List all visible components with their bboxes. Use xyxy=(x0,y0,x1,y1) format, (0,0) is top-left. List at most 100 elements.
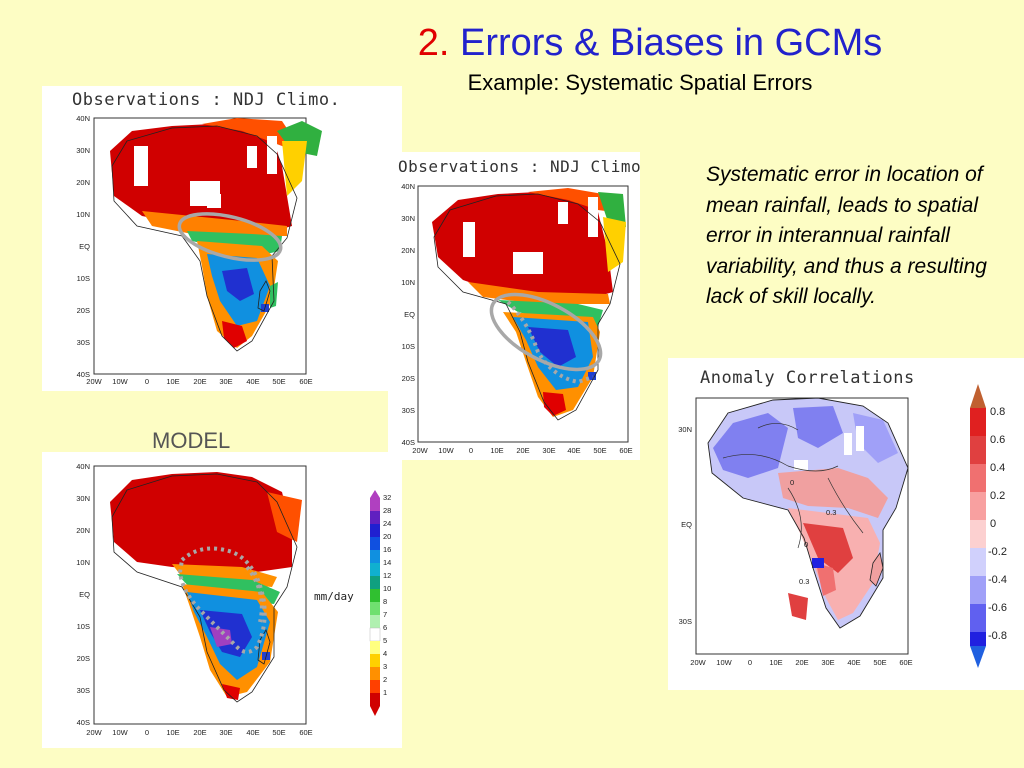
title-number: 2. xyxy=(417,22,450,64)
lon-tick: 10E xyxy=(166,728,179,737)
model-lat-ticks: 40N 30N 20N 10N EQ 10S 20S 30S 40S xyxy=(76,462,90,727)
colorbar-swatch xyxy=(370,654,380,667)
anomaly-colorbar-swatches xyxy=(970,384,986,668)
colorbar-swatch xyxy=(970,548,986,576)
colorbar-label: -0.8 xyxy=(988,630,1007,642)
colorbar-label: 0.4 xyxy=(990,462,1005,474)
anomaly-correlation-map-panel: Anomaly Correlations 30N EQ 30S 20W 10W … xyxy=(668,358,1024,690)
lon-tick: 60E xyxy=(299,728,312,737)
colorbar-swatch xyxy=(970,632,986,646)
obs-climo-highlight-ellipse xyxy=(177,212,283,262)
obs-right-dotted-outline xyxy=(506,300,594,385)
lon-tick: 0 xyxy=(145,728,149,737)
lon-tick: 10E xyxy=(166,377,179,386)
colorbar-label: 1 xyxy=(383,688,387,697)
contour-label: 0 xyxy=(804,540,808,549)
lat-tick: EQ xyxy=(79,242,90,251)
anomaly-lat-ticks: 30N EQ 30S xyxy=(678,425,692,626)
lon-tick: 0 xyxy=(748,658,752,667)
lon-tick: 10E xyxy=(490,446,503,455)
model-climo-map: 40N 30N 20N 10N EQ 10S 20S 30S 40S 20W 1… xyxy=(76,462,312,737)
lat-tick: 10S xyxy=(77,274,90,283)
lat-tick: 20N xyxy=(76,178,90,187)
lat-tick: 40S xyxy=(77,370,90,379)
colorbar-swatch xyxy=(370,498,380,511)
colorbar-swatch xyxy=(370,537,380,550)
colorbar-swatch xyxy=(370,550,380,563)
lon-tick: 40E xyxy=(847,658,860,667)
colorbar-swatch xyxy=(970,408,986,436)
colorbar-swatch xyxy=(970,646,986,668)
lon-tick: 60E xyxy=(899,658,912,667)
colorbar-swatch xyxy=(370,576,380,589)
colorbar-swatch xyxy=(370,615,380,628)
colorbar-swatch xyxy=(370,693,380,706)
colorbar-swatch xyxy=(970,384,986,408)
lat-tick: 30N xyxy=(678,425,692,434)
obs-climo-right-map-panel: Observations : NDJ Climo 40N 30N 20N 10N… xyxy=(388,152,640,460)
anomaly-colorbar-labels: 0.8 0.6 0.4 0.2 0 -0.2 -0.4 -0.6 -0.8 xyxy=(988,406,1007,642)
lon-tick: 20E xyxy=(193,377,206,386)
lat-tick: 30S xyxy=(77,338,90,347)
obs-climo-right-map-title: Observations : NDJ Climo xyxy=(398,157,640,176)
colorbar-swatch xyxy=(370,511,380,524)
lon-tick: 40E xyxy=(246,377,259,386)
lat-tick: 40N xyxy=(401,182,415,191)
colorbar-label: 28 xyxy=(383,506,391,515)
colorbar-swatch xyxy=(370,589,380,602)
colorbar-label: -0.4 xyxy=(988,574,1007,586)
lat-tick: 10N xyxy=(401,278,415,287)
contour-label: 0.3 xyxy=(799,577,809,586)
lat-tick: 30S xyxy=(77,686,90,695)
colorbar-swatch xyxy=(370,524,380,537)
obs-right-lat-ticks: 40N 30N 20N 10N EQ 10S 20S 30S 40S xyxy=(401,182,415,447)
obs-right-lon-ticks: 20W 10W 0 10E 20E 30E 40E 50E 60E xyxy=(412,446,632,455)
anomaly-lon-ticks: 20W 10W 0 10E 20E 30E 40E 50E 60E xyxy=(690,658,912,667)
model-climo-map-panel: 40N 30N 20N 10N EQ 10S 20S 30S 40S 20W 1… xyxy=(42,452,402,748)
lat-tick: 40N xyxy=(76,462,90,471)
lon-tick: 10E xyxy=(769,658,782,667)
lon-tick: 20W xyxy=(412,446,428,455)
colorbar-swatch xyxy=(970,464,986,492)
colorbar-label: 10 xyxy=(383,584,391,593)
obs-climo-lat-ticks: 40N 30N 20N 10N EQ 10S 20S 30S 40S xyxy=(76,114,90,379)
colorbar-swatch xyxy=(370,563,380,576)
lon-tick: 50E xyxy=(593,446,606,455)
lon-tick: 60E xyxy=(299,377,312,386)
colorbar-label: 0 xyxy=(990,518,996,530)
colorbar-label: 2 xyxy=(383,675,387,684)
colorbar-swatch xyxy=(970,604,986,632)
colorbar-label: 0.6 xyxy=(990,434,1005,446)
colorbar-label: -0.2 xyxy=(988,546,1007,558)
anomaly-correlation-field xyxy=(707,397,909,629)
lon-tick: 40E xyxy=(246,728,259,737)
obs-climo-rainfall-field xyxy=(110,118,322,352)
colorbar-label: 12 xyxy=(383,571,391,580)
lat-tick: 40S xyxy=(402,438,415,447)
obs-climo-map: 40N 30N 20N 10N EQ 10S 20S 30S 40S 20W 1… xyxy=(76,114,322,386)
model-label: MODEL xyxy=(152,428,231,453)
lat-tick: EQ xyxy=(404,310,415,319)
lon-tick: 20W xyxy=(86,377,102,386)
colorbar-swatch xyxy=(370,667,380,680)
lat-tick: 20S xyxy=(77,654,90,663)
colorbar-swatch xyxy=(970,576,986,604)
lon-tick: 30E xyxy=(821,658,834,667)
colorbar-swatch xyxy=(970,492,986,520)
colorbar-label: 6 xyxy=(383,623,387,632)
lat-tick: 30S xyxy=(679,617,692,626)
lat-tick: 30N xyxy=(76,146,90,155)
obs-climo-right-map: 40N 30N 20N 10N EQ 10S 20S 30S 40S 20W 1… xyxy=(401,182,632,455)
colorbar-swatch xyxy=(370,680,380,693)
model-rainfall-field xyxy=(110,472,302,703)
title-text: Errors & Biases in GCMs xyxy=(459,22,883,64)
lat-tick: 40N xyxy=(76,114,90,123)
lon-tick: 50E xyxy=(873,658,886,667)
obs-climo-map-panel: Observations : NDJ Climo. 40N 30N 20N 10… xyxy=(42,86,402,391)
lon-tick: 30E xyxy=(219,728,232,737)
colorbar-label: 8 xyxy=(383,597,387,606)
colorbar-label: 32 xyxy=(383,493,391,502)
colorbar-label: 16 xyxy=(383,545,391,554)
lon-tick: 50E xyxy=(272,728,285,737)
lon-tick: 10W xyxy=(716,658,732,667)
